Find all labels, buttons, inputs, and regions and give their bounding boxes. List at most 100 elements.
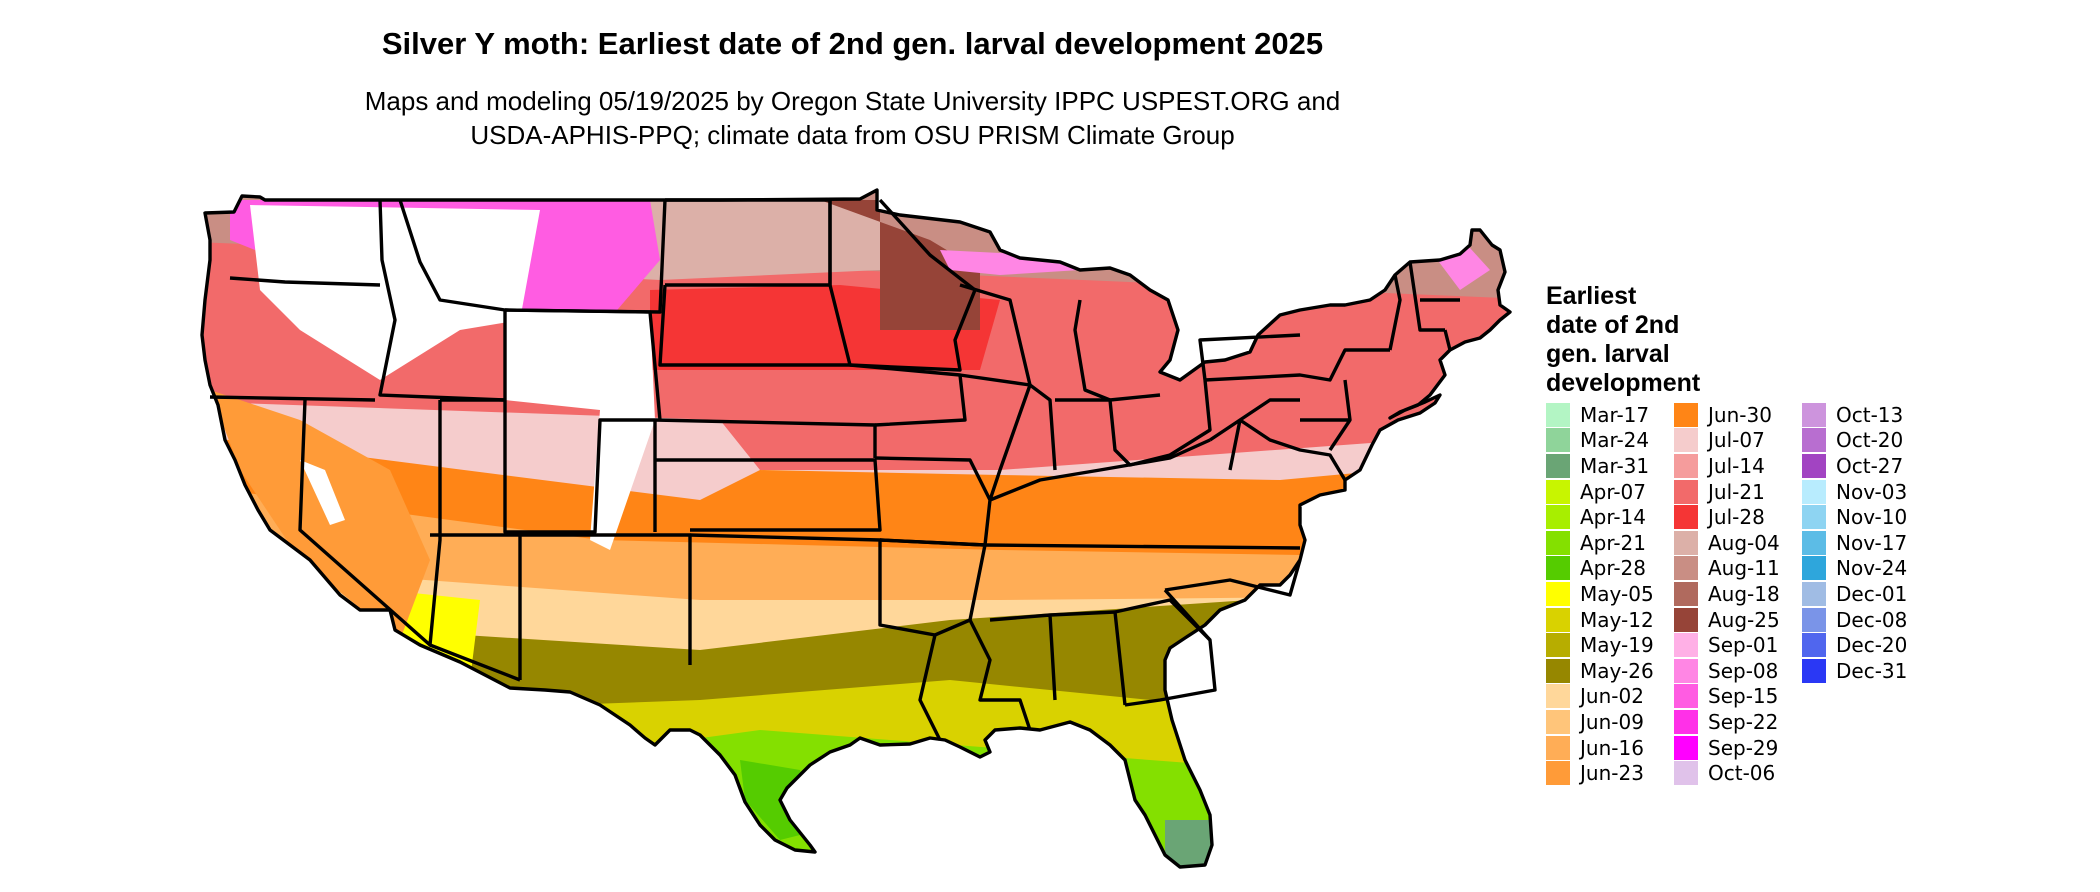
legend-swatch (1546, 607, 1570, 632)
legend-entry: Jul-21 (1674, 479, 1780, 505)
legend-swatch (1674, 735, 1698, 760)
legend-entry: Oct-06 (1674, 760, 1780, 786)
legend-swatch (1802, 581, 1826, 606)
border-mi (1073, 299, 1161, 402)
legend-label: Apr-28 (1580, 556, 1646, 581)
legend-swatch (1802, 479, 1826, 504)
legend-title-line: date of 2nd (1546, 311, 1680, 339)
legend-swatch (1802, 505, 1826, 530)
legend-entry: Jun-09 (1546, 709, 1654, 735)
legend-swatch (1546, 658, 1570, 683)
legend-entry: Apr-28 (1546, 556, 1654, 582)
legend-entry: Jul-07 (1674, 428, 1780, 454)
legend-entry: Mar-17 (1546, 402, 1654, 428)
legend-entry: Jun-30 (1674, 402, 1780, 428)
band-apr-21 (202, 730, 1510, 867)
border-ok-tx (689, 533, 942, 741)
legend-label: Jul-07 (1708, 428, 1765, 453)
legend-column-2: Jun-30 Jul-07 Jul-14 Jul-21 Jul-28 Aug-04 Aug-… (1674, 402, 1780, 786)
legend-label: Aug-18 (1708, 581, 1780, 606)
subtitle-line-2: USDA-APHIS-PPQ; climate data from OSU PR… (470, 120, 1235, 150)
us-map (200, 188, 1512, 869)
legend-label: May-12 (1580, 607, 1654, 632)
legend-entry: Sep-22 (1674, 709, 1780, 735)
legend-label: Oct-20 (1836, 428, 1904, 453)
legend-entry: Sep-08 (1674, 658, 1780, 684)
legend-swatch (1802, 530, 1826, 555)
legend-label: Aug-11 (1708, 556, 1780, 581)
legend-label: Jul-28 (1708, 505, 1765, 530)
legend-swatch (1802, 633, 1826, 658)
legend-label: Jun-16 (1580, 735, 1644, 760)
legend-entry: May-05 (1546, 581, 1654, 607)
legend-label: Nov-24 (1836, 556, 1908, 581)
border-ut (440, 310, 655, 534)
legend-swatch (1546, 684, 1570, 709)
legend-label: Mar-24 (1580, 428, 1650, 453)
legend-swatch (1674, 556, 1698, 581)
no-data-ca-sierra (300, 460, 345, 525)
legend-swatch (1546, 633, 1570, 658)
legend-swatch (1546, 428, 1570, 453)
legend-entry: Sep-29 (1674, 735, 1780, 761)
band-jun-23-west (210, 390, 430, 640)
legend-label: Oct-06 (1708, 761, 1776, 786)
legend-label: Nov-10 (1836, 505, 1908, 530)
legend-entry: Nov-17 (1802, 530, 1907, 556)
legend-entry: Mar-24 (1546, 428, 1654, 454)
legend-entry: Apr-07 (1546, 479, 1654, 505)
legend-swatch (1674, 761, 1698, 786)
legend-entry: Dec-01 (1802, 581, 1907, 607)
legend-entry: Sep-01 (1674, 632, 1780, 658)
state-borders (200, 188, 1512, 869)
legend-entry: Aug-18 (1674, 581, 1780, 607)
legend-entry: Sep-15 (1674, 684, 1780, 710)
legend-entry: Dec-31 (1802, 658, 1907, 684)
legend-label: Aug-04 (1708, 530, 1780, 555)
legend-title-line: development (1546, 369, 1701, 397)
legend-label: May-26 (1580, 658, 1654, 683)
legend-column-1: Mar-17 Mar-24 Mar-31 Apr-07 Apr-14 Apr-21 Apr-… (1546, 402, 1654, 786)
legend-swatch (1674, 607, 1698, 632)
legend-swatch (1674, 633, 1698, 658)
legend-swatch (1546, 761, 1570, 786)
legend-entry: Oct-27 (1802, 453, 1907, 479)
legend-swatch (1674, 658, 1698, 683)
border-new-england (1388, 261, 1460, 351)
legend-label: Jun-02 (1580, 684, 1644, 709)
legend-entry: Dec-08 (1802, 607, 1907, 633)
border-wy-co (504, 308, 662, 532)
legend-swatch (1546, 735, 1570, 760)
legend-entry: Apr-14 (1546, 504, 1654, 530)
legend-swatch (1674, 581, 1698, 606)
legend-entry: Mar-31 (1546, 453, 1654, 479)
no-data-wy (505, 310, 655, 550)
legend-label: Jul-21 (1708, 479, 1765, 504)
legend-label: Jun-23 (1580, 761, 1644, 786)
legend-swatch (1802, 607, 1826, 632)
legend-title-line: Earliest (1546, 282, 1637, 310)
legend-label: Jun-30 (1708, 402, 1772, 427)
legend-label: Nov-03 (1836, 479, 1908, 504)
legend-swatch (1802, 428, 1826, 453)
legend-swatch (1674, 453, 1698, 478)
band-mar-31 (1165, 820, 1215, 867)
map-subtitle: Maps and modeling 05/19/2025 by Oregon S… (0, 84, 1705, 152)
legend-label: Sep-29 (1708, 735, 1779, 760)
band-sep-08-upper-mi (940, 250, 1080, 275)
legend-swatch (1674, 428, 1698, 453)
legend-swatch (1546, 556, 1570, 581)
no-data-id-mt (250, 205, 540, 380)
legend-label: Dec-08 (1836, 607, 1908, 632)
legend-label: Sep-08 (1708, 658, 1779, 683)
legend-column-3: Oct-13 Oct-20 Oct-27 Nov-03 Nov-10 Nov-17 Nov-… (1802, 402, 1907, 684)
border-ms-al-ga (989, 598, 1217, 707)
legend-entry: Apr-21 (1546, 530, 1654, 556)
legend-entry: Jun-16 (1546, 735, 1654, 761)
border-tn-ky (984, 438, 1301, 550)
legend-label: Sep-01 (1708, 633, 1779, 658)
legend-swatch (1546, 479, 1570, 504)
border-or-ca (209, 395, 376, 402)
band-aug-25-north (820, 200, 980, 330)
legend-label: May-19 (1580, 633, 1654, 658)
